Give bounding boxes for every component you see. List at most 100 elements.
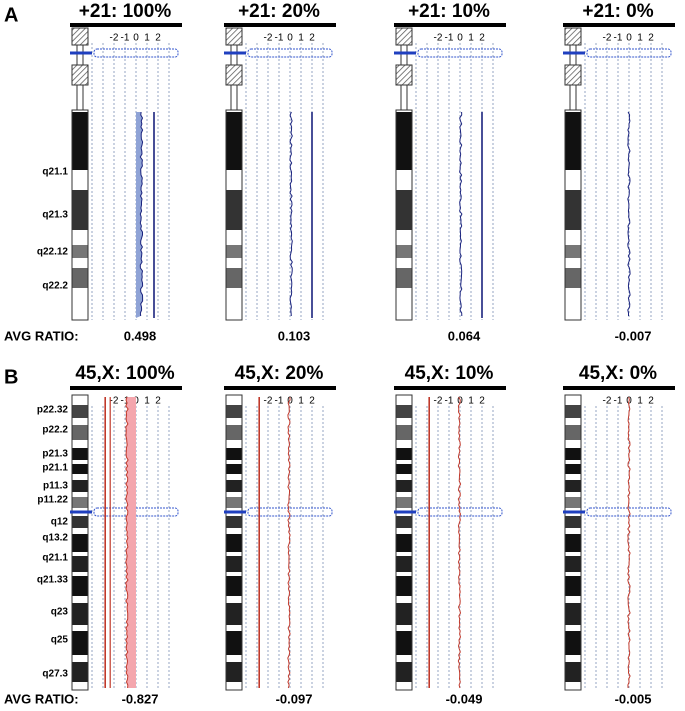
band bbox=[226, 190, 242, 230]
band bbox=[396, 418, 412, 425]
axis-tick-label: 1 bbox=[298, 33, 304, 44]
band bbox=[565, 448, 581, 460]
axis-tick-label: -2 bbox=[434, 33, 443, 44]
avg-ratio: -0.827 bbox=[122, 691, 159, 706]
band bbox=[72, 460, 88, 464]
subpanel-title: 45,X: 0% bbox=[579, 363, 657, 384]
band bbox=[396, 460, 412, 464]
trace bbox=[627, 111, 631, 316]
trace-shade bbox=[136, 112, 143, 318]
trace bbox=[289, 111, 293, 317]
band bbox=[226, 405, 242, 418]
band bbox=[396, 528, 412, 534]
band-label: q25 bbox=[51, 635, 69, 646]
band bbox=[72, 497, 88, 508]
band bbox=[72, 631, 88, 655]
band bbox=[396, 596, 412, 603]
band bbox=[565, 572, 581, 576]
axis-tick-label: 0 bbox=[457, 33, 463, 44]
stalk bbox=[569, 44, 577, 66]
band bbox=[396, 516, 412, 528]
avg-ratio: -0.049 bbox=[446, 691, 483, 706]
stalk bbox=[76, 44, 84, 66]
band bbox=[226, 418, 242, 425]
band bbox=[72, 258, 88, 268]
band bbox=[396, 464, 412, 474]
title-bar bbox=[70, 386, 182, 390]
band-label: p21.3 bbox=[42, 449, 68, 460]
band bbox=[72, 288, 88, 320]
band bbox=[226, 682, 242, 690]
band bbox=[226, 662, 242, 682]
title-bar bbox=[563, 23, 675, 27]
band bbox=[565, 534, 581, 552]
stalk bbox=[230, 44, 238, 66]
title-bar bbox=[224, 23, 336, 27]
axis-tick-label: 2 bbox=[155, 396, 161, 407]
band bbox=[72, 492, 88, 497]
band bbox=[72, 682, 88, 690]
band bbox=[226, 625, 242, 631]
avg-label: AVG RATIO: bbox=[4, 328, 79, 343]
axis-tick-label: -1 bbox=[275, 33, 284, 44]
band bbox=[565, 230, 581, 245]
band bbox=[72, 516, 88, 528]
band bbox=[226, 596, 242, 603]
band bbox=[72, 395, 88, 405]
band bbox=[72, 655, 88, 662]
satellite bbox=[395, 27, 413, 46]
band bbox=[72, 464, 88, 474]
band bbox=[565, 631, 581, 655]
trace-shade bbox=[125, 397, 136, 688]
band bbox=[72, 245, 88, 258]
band-label: q12 bbox=[51, 517, 69, 528]
trace bbox=[139, 111, 144, 317]
axis-tick-label: -2 bbox=[603, 33, 612, 44]
probe-span bbox=[586, 48, 672, 58]
trace bbox=[457, 396, 462, 689]
subpanel-title: 45,X: 10% bbox=[405, 363, 494, 384]
axis-tick-label: 1 bbox=[468, 396, 474, 407]
band bbox=[226, 572, 242, 576]
band-label: q27.3 bbox=[42, 669, 68, 680]
band bbox=[565, 625, 581, 631]
band bbox=[72, 112, 88, 170]
band bbox=[396, 230, 412, 245]
chromosome bbox=[71, 394, 89, 691]
axis-tick-label: -2 bbox=[603, 396, 612, 407]
band bbox=[565, 682, 581, 690]
band bbox=[72, 534, 88, 552]
chromosome bbox=[564, 109, 582, 321]
band bbox=[396, 662, 412, 682]
band bbox=[72, 170, 88, 190]
band-label: q21.1 bbox=[42, 167, 68, 178]
band bbox=[226, 448, 242, 460]
axis-tick-label: 1 bbox=[468, 33, 474, 44]
band bbox=[565, 395, 581, 405]
satellite bbox=[395, 64, 413, 86]
band bbox=[226, 528, 242, 534]
subpanel-title: +21: 20% bbox=[238, 1, 320, 22]
band bbox=[565, 474, 581, 480]
band bbox=[396, 395, 412, 405]
band-label: p11.22 bbox=[37, 495, 68, 506]
title-bar bbox=[70, 23, 182, 27]
axis-tick-label: -2 bbox=[110, 396, 119, 407]
band bbox=[565, 603, 581, 625]
band bbox=[72, 528, 88, 534]
axis-tick-label: -1 bbox=[275, 396, 284, 407]
band bbox=[396, 631, 412, 655]
avg-ratio: -0.005 bbox=[615, 691, 652, 706]
band bbox=[565, 425, 581, 440]
band-label: q22.12 bbox=[37, 247, 69, 258]
band bbox=[226, 440, 242, 448]
band bbox=[226, 556, 242, 572]
stalk bbox=[76, 84, 84, 111]
band bbox=[226, 631, 242, 655]
band bbox=[226, 395, 242, 405]
chromosome bbox=[225, 109, 243, 321]
axis-tick-label: -2 bbox=[434, 396, 443, 407]
band bbox=[396, 258, 412, 268]
band bbox=[565, 655, 581, 662]
band bbox=[72, 405, 88, 418]
